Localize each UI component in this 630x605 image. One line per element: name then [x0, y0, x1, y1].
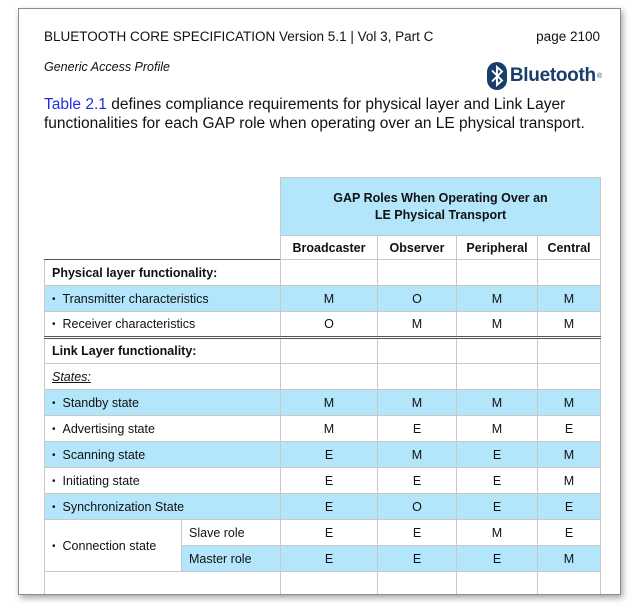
- column-header-central: Central: [537, 235, 601, 260]
- page-header: BLUETOOTH CORE SPECIFICATION Version 5.1…: [44, 29, 600, 44]
- document-page: BLUETOOTH CORE SPECIFICATION Version 5.1…: [18, 8, 621, 595]
- column-header-observer: Observer: [377, 235, 457, 260]
- table-row: Synchronization State E O E E: [44, 493, 601, 520]
- table-row-cut-off: [44, 571, 601, 594]
- registered-mark: ®: [596, 72, 602, 80]
- gap-roles-header: GAP Roles When Operating Over an LE Phys…: [280, 177, 601, 236]
- table-row: Scanning state E M E M: [44, 441, 601, 468]
- logo-wordmark: Bluetooth: [509, 65, 596, 86]
- states-subheading-row: States:: [44, 363, 601, 390]
- bluetooth-icon: [486, 62, 507, 90]
- table-reference-link[interactable]: Table 2.1: [44, 96, 107, 113]
- connection-state-label: Connection state: [44, 519, 182, 572]
- page-number: page 2100: [536, 29, 600, 44]
- table-corner: [44, 177, 281, 260]
- gap-roles-table: GAP Roles When Operating Over an LE Phys…: [44, 177, 601, 594]
- table-row: Connection state Slave role E E M E: [44, 519, 601, 572]
- table-row: Transmitter characteristics M O M M: [44, 285, 601, 312]
- table-row: Master role E E E M: [45, 545, 601, 572]
- spec-title: BLUETOOTH CORE SPECIFICATION Version 5.1…: [44, 29, 434, 44]
- section-row-link-layer: Link Layer functionality:: [44, 336, 601, 364]
- column-header-peripheral: Peripheral: [456, 235, 538, 260]
- intro-paragraph: Table 2.1 defines compliance requirement…: [44, 95, 604, 133]
- intro-text: defines compliance requirements for phys…: [44, 96, 585, 132]
- section-title: Generic Access Profile: [44, 60, 170, 74]
- column-header-broadcaster: Broadcaster: [280, 235, 378, 260]
- table-row: Receiver characteristics O M M M: [44, 311, 601, 338]
- table-row: Advertising state M E M E: [44, 415, 601, 442]
- bluetooth-logo: Bluetooth ®: [486, 61, 602, 91]
- table-row: Standby state M M M M: [44, 389, 601, 416]
- section-row-physical: Physical layer functionality:: [44, 259, 601, 286]
- table-row: Initiating state E E E M: [44, 467, 601, 494]
